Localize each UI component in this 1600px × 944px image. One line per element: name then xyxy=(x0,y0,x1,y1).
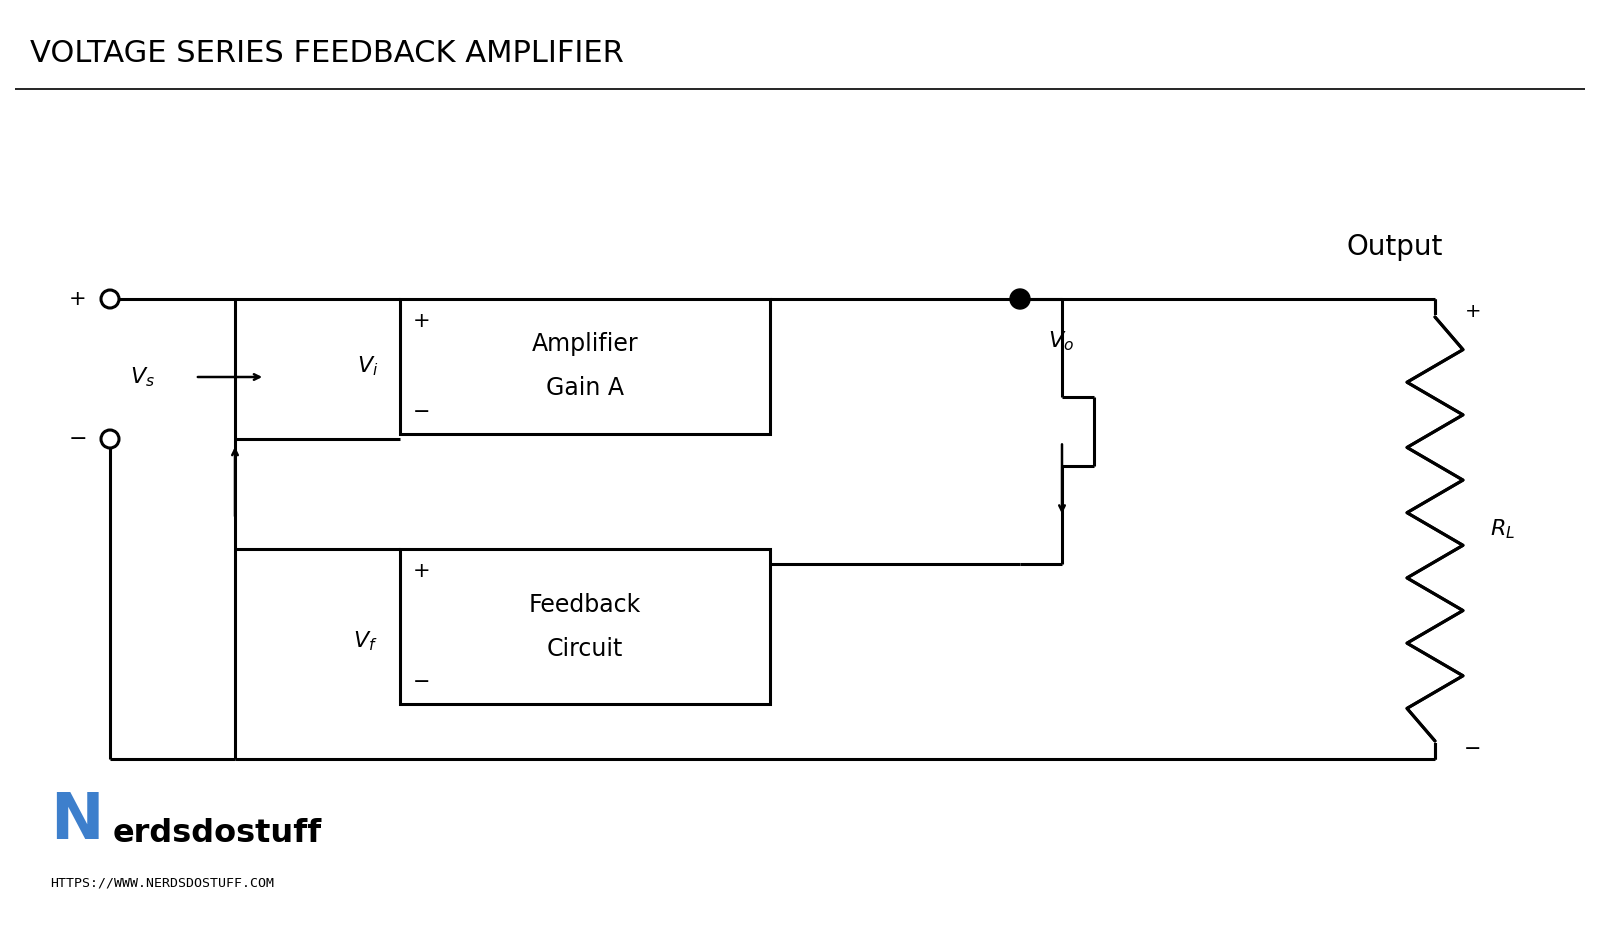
Text: −: − xyxy=(413,402,430,422)
Text: $V_i$: $V_i$ xyxy=(357,355,378,379)
Text: $V_o$: $V_o$ xyxy=(1048,329,1074,353)
Text: +: + xyxy=(1464,302,1482,322)
Bar xyxy=(400,299,770,434)
Text: +: + xyxy=(413,311,430,331)
Text: $R_L$: $R_L$ xyxy=(1490,517,1515,541)
Text: HTTPS://WWW.NERDSDOSTUFF.COM: HTTPS://WWW.NERDSDOSTUFF.COM xyxy=(50,877,274,890)
Bar xyxy=(400,549,770,704)
Circle shape xyxy=(1010,289,1030,309)
Text: $V_s$: $V_s$ xyxy=(130,365,155,389)
Text: Circuit: Circuit xyxy=(547,636,622,661)
Text: Gain A: Gain A xyxy=(546,377,624,400)
Text: +: + xyxy=(413,561,430,581)
Text: erdsdostuff: erdsdostuff xyxy=(114,818,322,849)
Text: −: − xyxy=(413,672,430,692)
Bar xyxy=(1402,315,1469,743)
Text: Feedback: Feedback xyxy=(530,593,642,616)
Text: $V_f$: $V_f$ xyxy=(354,630,378,653)
Text: N: N xyxy=(50,790,104,852)
Text: Output: Output xyxy=(1347,233,1443,261)
Text: +: + xyxy=(69,289,86,309)
Text: −: − xyxy=(69,429,88,449)
Text: Amplifier: Amplifier xyxy=(531,332,638,357)
Text: −: − xyxy=(1464,739,1482,759)
Text: VOLTAGE SERIES FEEDBACK AMPLIFIER: VOLTAGE SERIES FEEDBACK AMPLIFIER xyxy=(30,39,624,68)
